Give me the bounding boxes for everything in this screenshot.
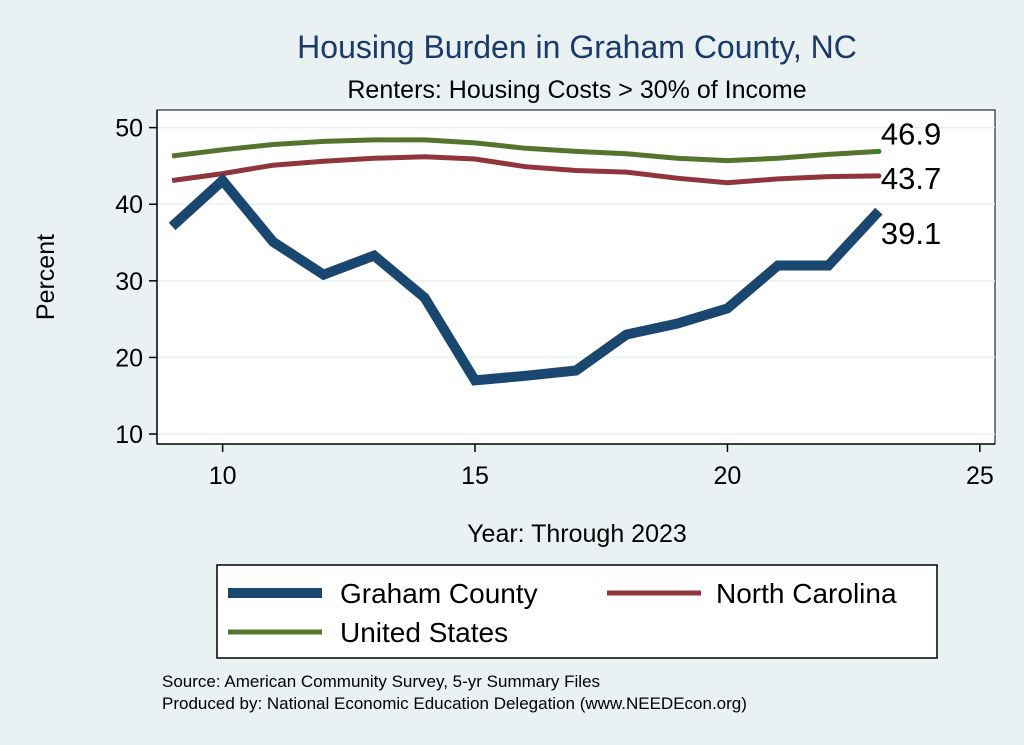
- legend-label-united-states: United States: [340, 617, 508, 648]
- x-tick-label: 20: [714, 462, 742, 490]
- x-tick-label: 15: [461, 462, 489, 490]
- x-tick-label: 25: [966, 462, 994, 490]
- end-labels: 39.1 43.7 46.9: [881, 116, 941, 251]
- plot-area: [156, 109, 996, 445]
- x-axis-title: Year: Through 2023: [467, 520, 687, 548]
- producer-note: Produced by: National Economic Education…: [162, 694, 747, 713]
- grid: [157, 126, 995, 435]
- series-group: [168, 137, 883, 386]
- end-marker: [876, 148, 882, 154]
- y-axis-title: Percent: [32, 234, 60, 320]
- end-label-graham-county: 39.1: [881, 216, 941, 251]
- legend-label-north-carolina: North Carolina: [716, 578, 897, 609]
- chart-subtitle: Renters: Housing Costs > 30% of Income: [347, 76, 806, 104]
- series-line-united-states: [171, 137, 880, 164]
- series-line-graham-county: [168, 173, 883, 386]
- legend-label-graham-county: Graham County: [340, 578, 538, 609]
- end-label-north-carolina: 43.7: [881, 161, 941, 196]
- axes: 10 20 30 40 50 10 15 20 25: [115, 110, 995, 490]
- y-tick-label: 30: [115, 268, 143, 296]
- y-tick-label: 10: [115, 421, 143, 449]
- y-tick-label: 40: [115, 191, 143, 219]
- end-marker: [876, 173, 882, 179]
- y-tick-label: 50: [115, 115, 143, 143]
- chart-title: Housing Burden in Graham County, NC: [297, 29, 857, 65]
- series-line-north-carolina: [171, 154, 879, 186]
- source-note: Source: American Community Survey, 5-yr …: [162, 672, 600, 691]
- x-tick-label: 10: [209, 462, 237, 490]
- legend: Graham County North Carolina United States: [228, 578, 897, 648]
- end-label-united-states: 46.9: [881, 116, 941, 151]
- y-tick-label: 20: [115, 344, 143, 372]
- legend-box: [216, 564, 938, 659]
